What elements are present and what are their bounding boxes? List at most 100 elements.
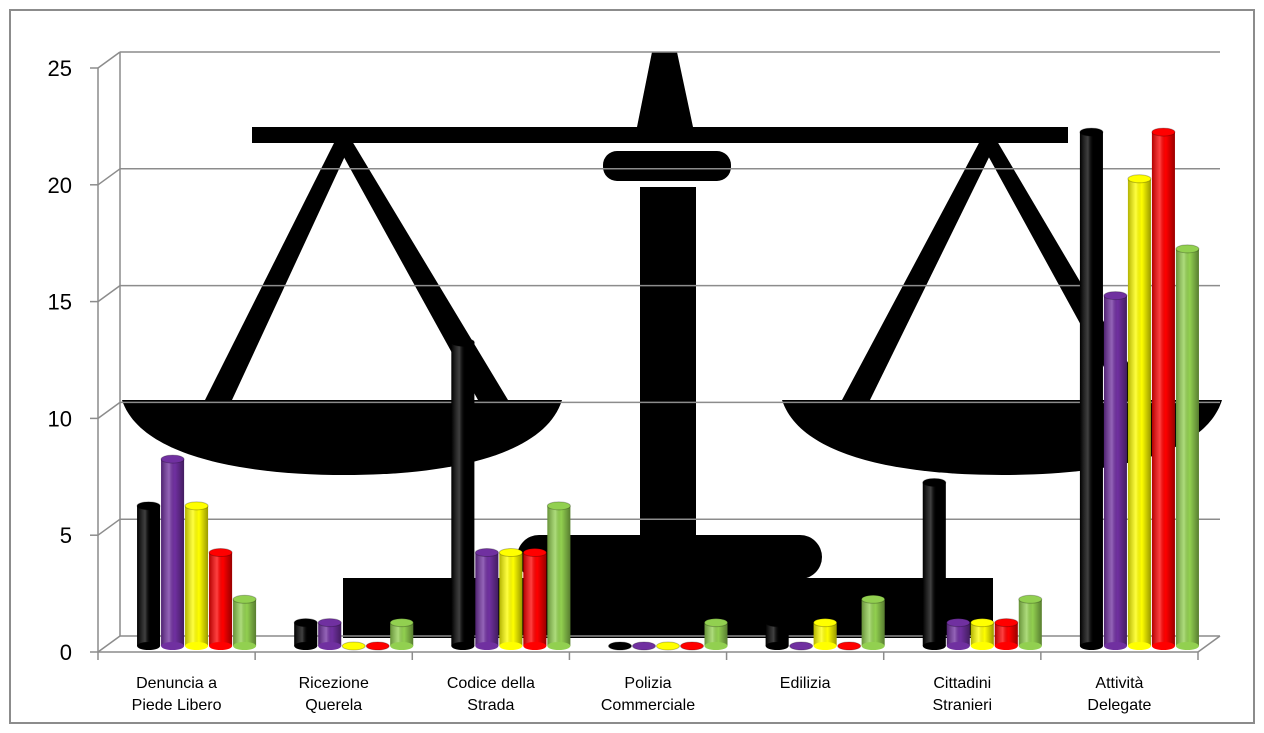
bar-bottom [294,642,318,650]
bar [861,594,886,650]
bar-shade [813,622,837,646]
y-tick-label: 10 [48,406,72,431]
bar [632,641,656,651]
y-tick-label: 5 [60,523,72,548]
bar [789,641,814,651]
gridline-depth [97,168,121,186]
bar-shade [1018,599,1042,646]
bar [1175,244,1200,650]
bar-top [946,618,971,628]
x-category-label-line: Polizia [624,675,671,692]
bar-bottom [185,642,209,650]
bar-bottom [1103,642,1127,650]
y-tick-label: 20 [48,173,72,198]
bar-shade [547,505,571,646]
bar [232,594,257,650]
bar-top [474,548,499,558]
bar-top [450,337,475,347]
bar [837,641,862,651]
bar-top [789,641,814,651]
bar [522,548,547,650]
bar-top [160,454,185,464]
bar [704,618,728,650]
bar [136,501,161,650]
bar [813,618,838,650]
bar-shade [946,622,970,646]
bar-top [1079,127,1104,137]
bars [136,127,1200,651]
bar [498,548,523,650]
bar-shade [1127,178,1151,647]
bar [1079,127,1104,650]
bar-top [632,641,656,651]
bar-bottom [209,642,233,650]
bar-bottom [1175,642,1199,650]
gridline-depth [97,284,121,303]
bar-shade [137,505,161,646]
bar-top [970,618,995,628]
gridline-depth [97,518,121,536]
bar-bottom [475,642,499,650]
bar [365,641,390,651]
bar [450,337,475,650]
bar-top [546,501,571,511]
bar-bottom [946,642,970,650]
x-category-label-line: Attività [1095,675,1143,692]
bar-shade [861,599,885,646]
x-category-label: Denuncia a Piede Libero [132,675,222,714]
x-category-label-line: Stranieri [932,697,992,714]
bar-bottom [813,642,837,650]
bar-shade [1079,132,1103,646]
x-category-label-line: Querela [305,697,362,714]
x-category-label-line: Piede Libero [132,697,222,714]
bar-bottom [1079,642,1103,650]
bar-shade [209,552,233,646]
bar [474,548,499,650]
gridline-depth [97,401,121,420]
bar-top [522,548,547,558]
bar [1018,594,1043,650]
bar-top [208,548,233,558]
bar-top [922,477,947,487]
bar-top [1018,594,1043,604]
x-category-label-line: Ricezione [299,675,369,692]
x-category-label-line: Cittadini [933,675,991,692]
x-category-label-line: Strada [467,697,514,714]
bar [765,618,790,650]
bar-shade [523,552,547,646]
bar-top [498,548,523,558]
axes [90,52,1221,660]
x-category-label: Polizia Commerciale [601,675,695,714]
x-category-label-line: Edilizia [780,675,831,692]
y-tick-label: 15 [48,290,72,315]
bar-top [1127,174,1152,184]
bar-shade [451,342,475,646]
bar-shade [1103,295,1127,646]
bar-shade [475,552,499,646]
bar [341,641,366,651]
bar-bottom [547,642,571,650]
bar-top [341,641,366,651]
bar-bottom [765,642,789,650]
bar-bottom [161,642,185,650]
bar-top [994,618,1019,628]
bar [680,641,704,651]
y-tick-label: 0 [60,640,72,665]
bar-top [837,641,862,651]
bar-bottom [523,642,547,650]
x-category-label: Edilizia [780,675,831,692]
x-category-label-line: Delegate [1087,697,1151,714]
x-category-label: Ricezione Querela [299,675,369,714]
bar-shade [161,459,185,646]
bar-top [317,618,342,628]
bar [922,477,947,650]
x-category-label: Codice della Strada [447,675,535,714]
bar [184,501,209,650]
bar [1103,291,1128,650]
bar-top [813,618,838,628]
bar-shade [390,622,414,646]
bar-shade [970,622,994,646]
bar [317,618,342,650]
bar-bottom [970,642,994,650]
